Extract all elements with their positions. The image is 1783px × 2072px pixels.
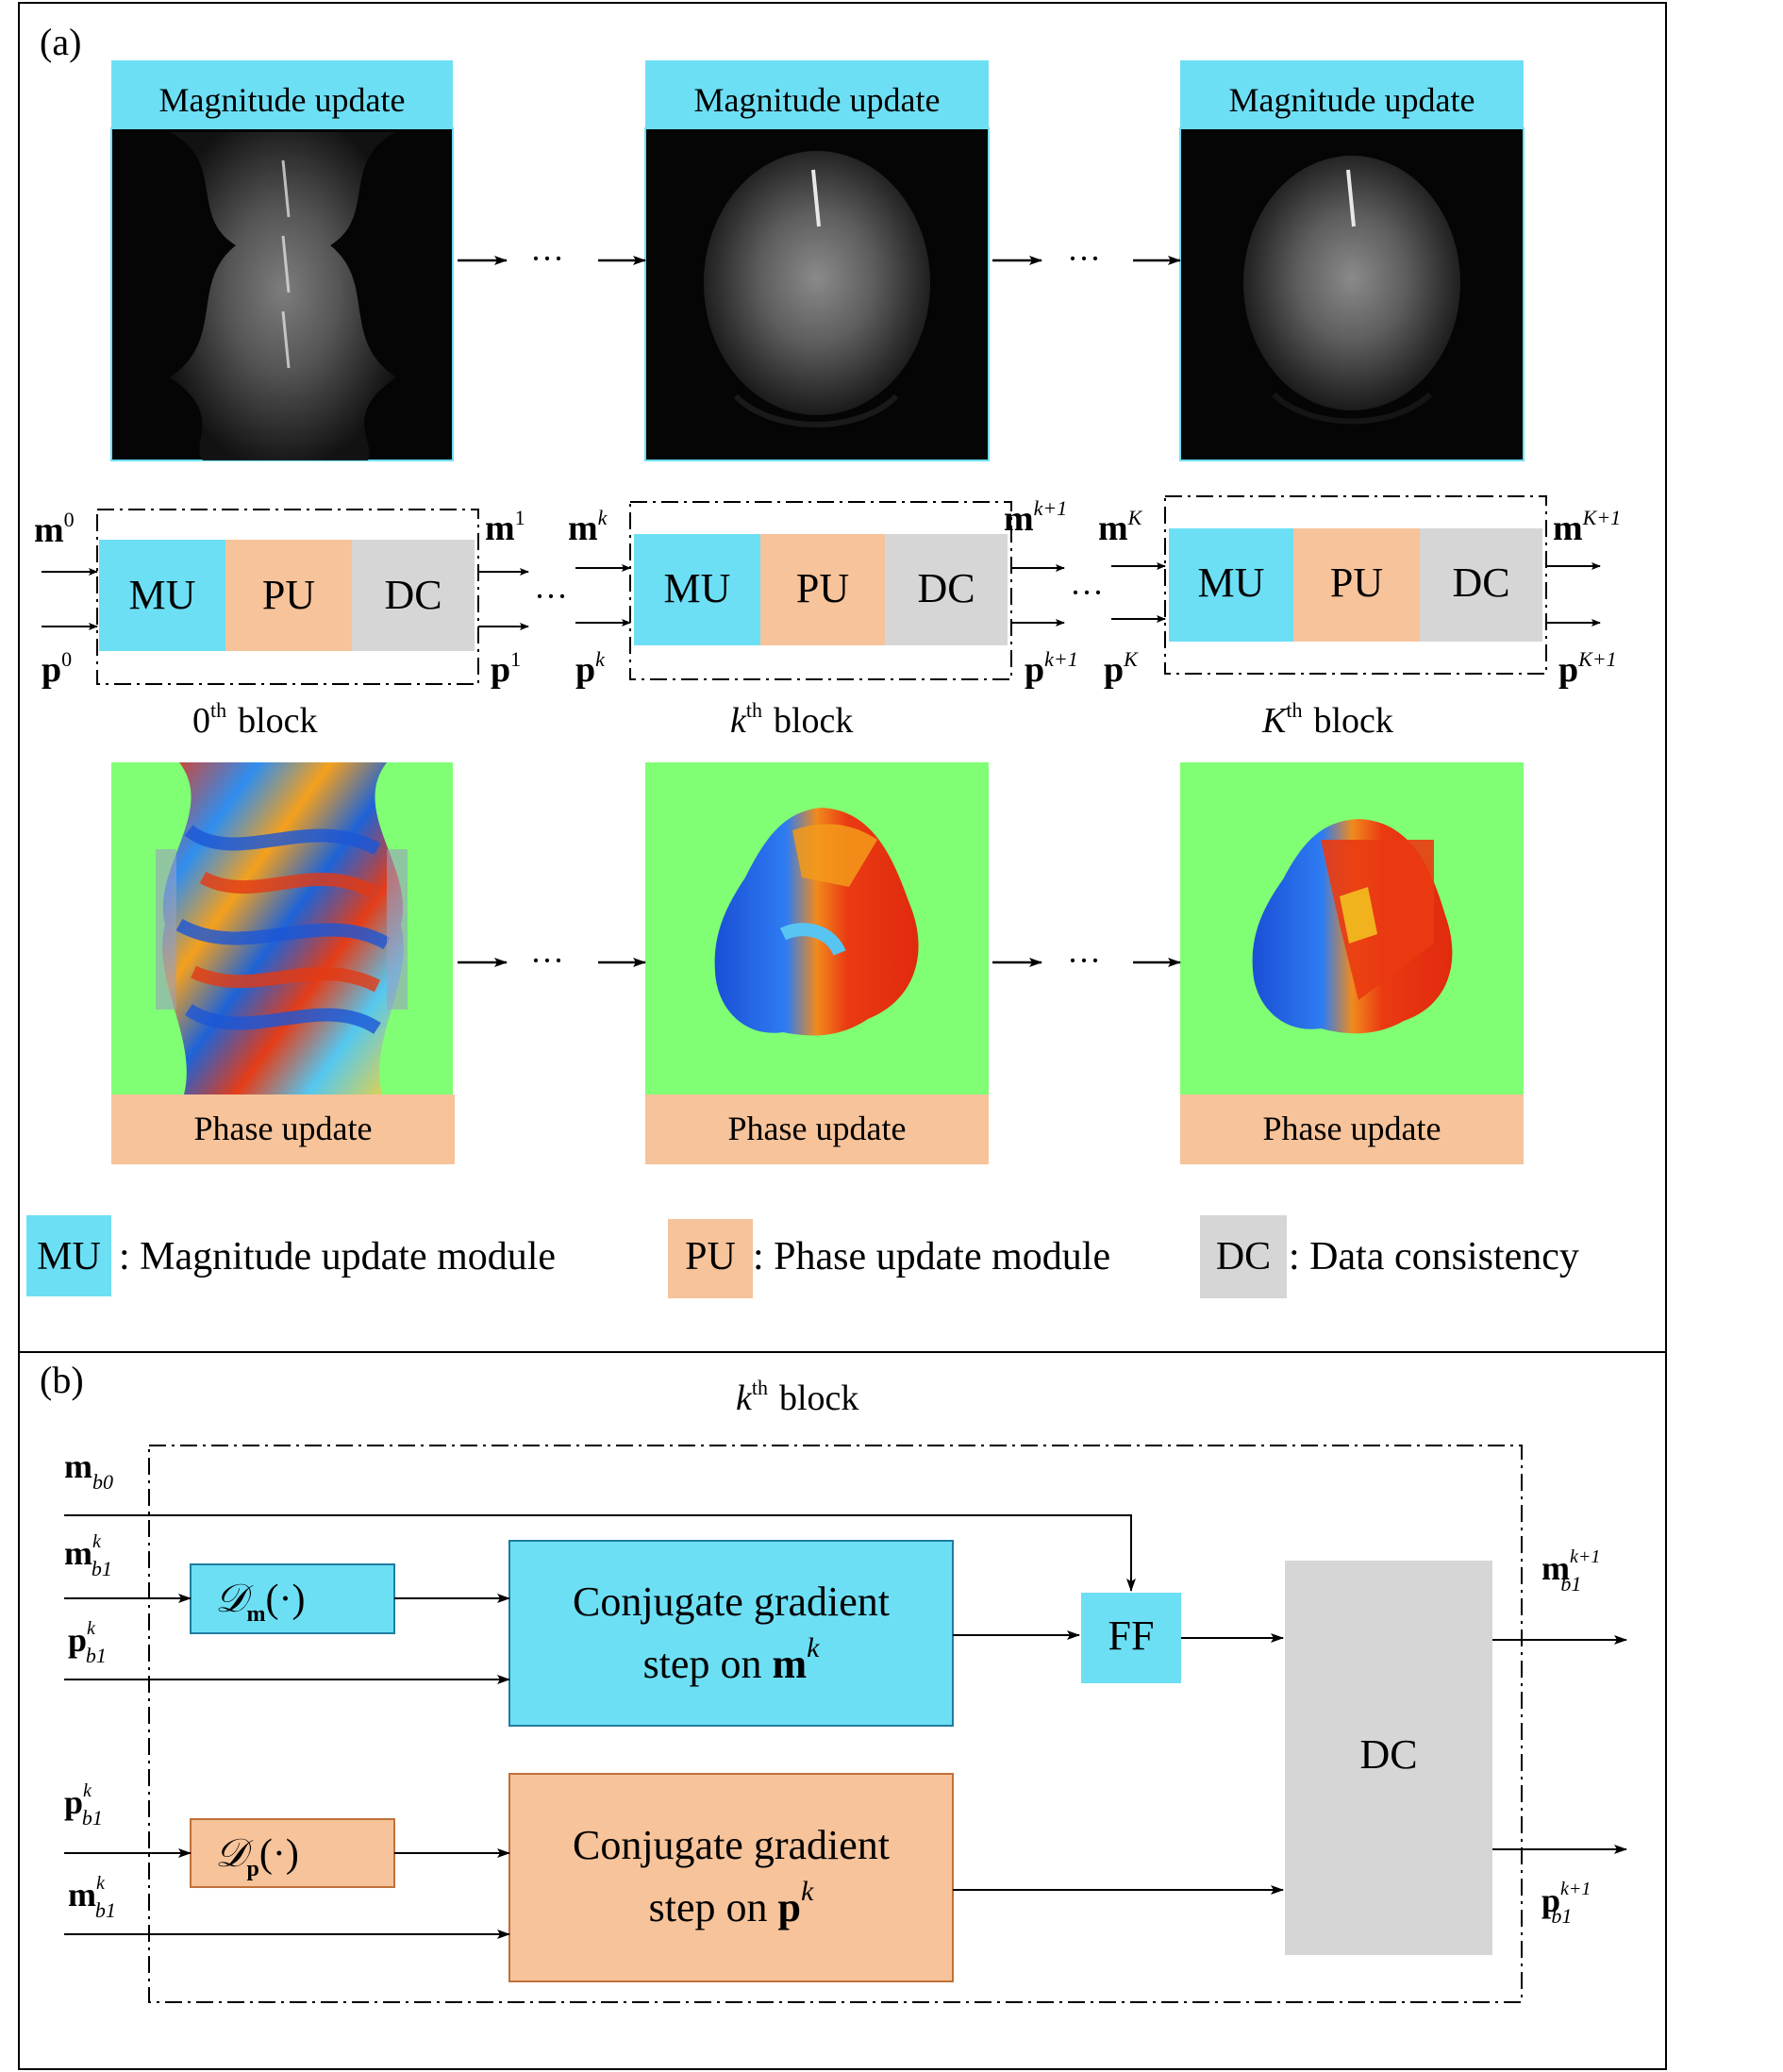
ellipsis-phase-2: ··· <box>1067 942 1101 979</box>
cg-m-line2: step on mk <box>643 1632 821 1687</box>
legend-pu-swatch <box>668 1219 753 1298</box>
magnitude-title-2: Magnitude update <box>694 81 941 119</box>
magnitude-title-1: Magnitude update <box>159 81 406 119</box>
block-k-dc <box>885 534 1008 645</box>
panel-b-connectors <box>64 1514 1627 1939</box>
io-p0: p0 <box>42 647 72 690</box>
ff-box: FF <box>1081 1593 1181 1683</box>
legend-mu-swatch <box>26 1215 111 1296</box>
panel-b-label: (b) <box>40 1359 84 1401</box>
dm-operator-box: 𝒟m(·) <box>190 1563 395 1634</box>
phase-title-3: Phase update <box>1263 1110 1441 1147</box>
magnitude-title-3: Magnitude update <box>1229 81 1475 119</box>
block-K-mu <box>1169 528 1293 642</box>
io-mK: mK <box>1098 506 1143 548</box>
block-K-dc <box>1420 528 1542 642</box>
ellipsis-block-2: ··· <box>1070 574 1104 611</box>
cg-p-box: Conjugate gradient step on pk <box>508 1773 954 1982</box>
kth-block-frame <box>148 1445 1523 2003</box>
dc-box: DC <box>1285 1561 1492 1955</box>
io-pk: pk <box>575 647 606 690</box>
block-k-mu <box>634 534 760 645</box>
block-0-mu-label: MU <box>129 572 196 618</box>
io-mK1: mK+1 <box>1553 506 1621 548</box>
ellipsis-phase-1: ··· <box>530 942 564 979</box>
block-io-arrows <box>42 562 1601 630</box>
block-K-dc-label: DC <box>1452 560 1509 606</box>
caption-block-K: Kth block <box>1261 698 1393 741</box>
legend-dc-swatch <box>1200 1215 1287 1298</box>
cg-p-line2: step on pk <box>649 1876 814 1930</box>
io-mk1: mk+1 <box>1004 496 1067 539</box>
phase-footer-1: Phase update <box>111 1094 455 1164</box>
magnitude-image-K <box>1179 127 1525 461</box>
io-m1: m1 <box>485 506 525 548</box>
block-0-dc-label: DC <box>384 572 442 618</box>
io-p1: p1 <box>491 647 521 690</box>
cg-m-line1: Conjugate gradient <box>573 1579 890 1625</box>
block-k-pu <box>760 534 885 645</box>
block-0-mu <box>99 540 225 651</box>
magnitude-image-k <box>644 127 990 461</box>
block-0: MU PU DC <box>96 509 479 685</box>
legend-pu-key: PU <box>685 1235 736 1278</box>
dp-operator-label: 𝒟p(·) <box>215 1832 299 1881</box>
input-mb1k-bottom: mk b1 <box>68 1873 116 1922</box>
magnitude-header-1: Magnitude update <box>111 60 453 128</box>
legend-mu-key: MU <box>37 1235 101 1278</box>
magnitude-header-2: Magnitude update <box>645 60 989 128</box>
block-k: MU PU DC <box>629 501 1012 680</box>
block-0-pu <box>225 540 352 651</box>
block-k-pu-label: PU <box>796 565 849 611</box>
dc-label: DC <box>1359 1731 1417 1778</box>
output-mb1k1: mk+1 b1 <box>1541 1546 1600 1596</box>
panel-b-frame <box>18 1351 1667 2070</box>
io-mk: mk <box>568 506 608 548</box>
block-k-mu-label: MU <box>664 565 731 611</box>
phase-image-K <box>1180 762 1524 1094</box>
phase-footer-2: Phase update <box>645 1094 989 1164</box>
input-pb1k-bottom: pk b1 <box>64 1780 103 1830</box>
ellipsis-mag-2: ··· <box>1067 240 1101 277</box>
phase-title-1: Phase update <box>194 1110 373 1147</box>
input-mb1k-top: mk b1 <box>64 1531 112 1580</box>
legend: MU : Magnitude update module PU : Phase … <box>26 1215 1579 1298</box>
phase-title-2: Phase update <box>728 1110 907 1147</box>
block-0-pu-label: PU <box>262 572 315 618</box>
output-pb1k1: pk+1 b1 <box>1541 1879 1591 1928</box>
block-K-pu-label: PU <box>1330 560 1383 606</box>
magnitude-image-0 <box>110 127 454 461</box>
cg-p-line1: Conjugate gradient <box>573 1822 890 1868</box>
caption-block-k: kth block <box>730 698 853 741</box>
dp-operator-box: 𝒟p(·) <box>190 1818 395 1888</box>
caption-block-0: 0th block <box>192 698 318 741</box>
io-pK: pK <box>1104 647 1139 690</box>
legend-mu-text: : Magnitude update module <box>119 1235 556 1278</box>
block-K-mu-label: MU <box>1198 560 1265 606</box>
block-K: MU PU DC <box>1164 495 1547 675</box>
legend-dc-key: DC <box>1216 1235 1271 1278</box>
ellipsis-mag-1: ··· <box>530 240 564 277</box>
block-k-dc-label: DC <box>917 565 975 611</box>
io-pk1: pk+1 <box>1025 647 1078 690</box>
input-mb0: mb0 <box>64 1447 113 1494</box>
block-K-pu <box>1293 528 1420 642</box>
block-0-dc <box>352 540 475 651</box>
panel-b-title: kth block <box>736 1376 858 1418</box>
io-m0: m0 <box>34 508 75 550</box>
magnitude-header-3: Magnitude update <box>1180 60 1524 128</box>
phase-image-k <box>645 762 989 1094</box>
phase-footer-3: Phase update <box>1180 1094 1524 1164</box>
input-pb1k-top: pk b1 <box>68 1618 107 1667</box>
io-pK1: pK+1 <box>1558 647 1617 690</box>
phase-image-0 <box>111 762 453 1094</box>
ellipsis-block-1: ··· <box>534 577 568 615</box>
legend-pu-text: : Phase update module <box>753 1235 1110 1278</box>
ff-label: FF <box>1108 1612 1155 1659</box>
panel-a-label: (a) <box>40 21 81 63</box>
legend-dc-text: : Data consistency <box>1289 1235 1579 1278</box>
cg-m-box: Conjugate gradient step on mk <box>508 1540 954 1727</box>
